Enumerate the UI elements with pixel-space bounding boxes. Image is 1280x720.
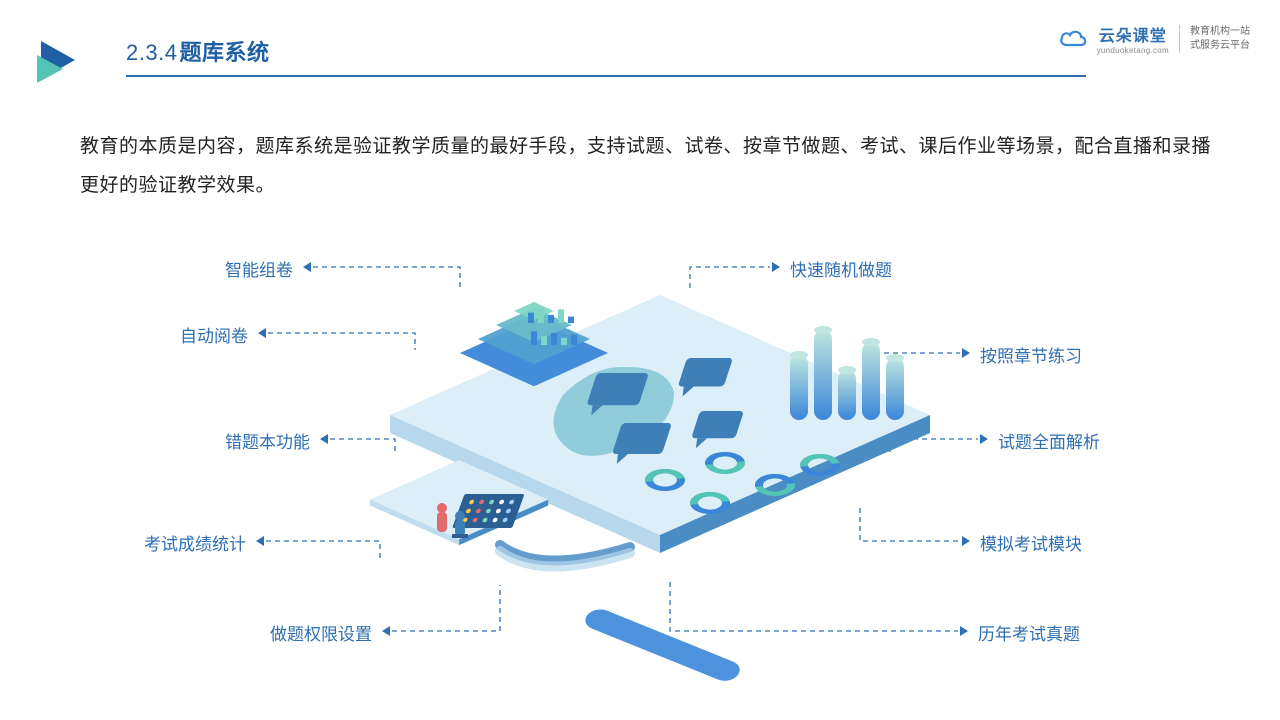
title-underline bbox=[126, 75, 1086, 77]
feature-label-left-4: 做题权限设置 bbox=[270, 620, 372, 645]
section-play-icon bbox=[35, 37, 81, 83]
feature-label-right-1: 按照章节练习 bbox=[980, 342, 1082, 367]
feature-label-right-4: 历年考试真题 bbox=[978, 620, 1080, 645]
logo-domain: yunduoketang.com bbox=[1097, 46, 1169, 55]
logo-divider bbox=[1179, 25, 1180, 53]
feature-label-right-0: 快速随机做题 bbox=[790, 256, 892, 281]
feature-label-left-1: 自动阅卷 bbox=[180, 322, 248, 347]
section-description: 教育的本质是内容，题库系统是验证教学质量的最好手段，支持试题、试卷、按章节做题、… bbox=[80, 128, 1220, 206]
logo-name: 云朵课堂 bbox=[1099, 22, 1167, 46]
section-number: 2.3.4 bbox=[126, 40, 177, 65]
feature-label-right-2: 试题全面解析 bbox=[998, 428, 1100, 453]
feature-label-left-2: 错题本功能 bbox=[225, 428, 310, 453]
section-title-text: 题库系统 bbox=[179, 40, 269, 65]
feature-label-left-3: 考试成绩统计 bbox=[144, 530, 246, 555]
isometric-illustration bbox=[390, 275, 930, 635]
feature-label-left-0: 智能组卷 bbox=[225, 256, 293, 281]
logo-tagline: 教育机构一站式服务云平台 bbox=[1190, 25, 1250, 53]
feature-diagram: 智能组卷自动阅卷错题本功能考试成绩统计做题权限设置 快速随机做题按照章节练习试题全… bbox=[0, 230, 1280, 690]
brand-logo: 云朵课堂 yunduoketang.com 教育机构一站式服务云平台 bbox=[1059, 22, 1250, 55]
feature-label-right-3: 模拟考试模块 bbox=[980, 530, 1082, 555]
cloud-icon bbox=[1059, 29, 1087, 49]
